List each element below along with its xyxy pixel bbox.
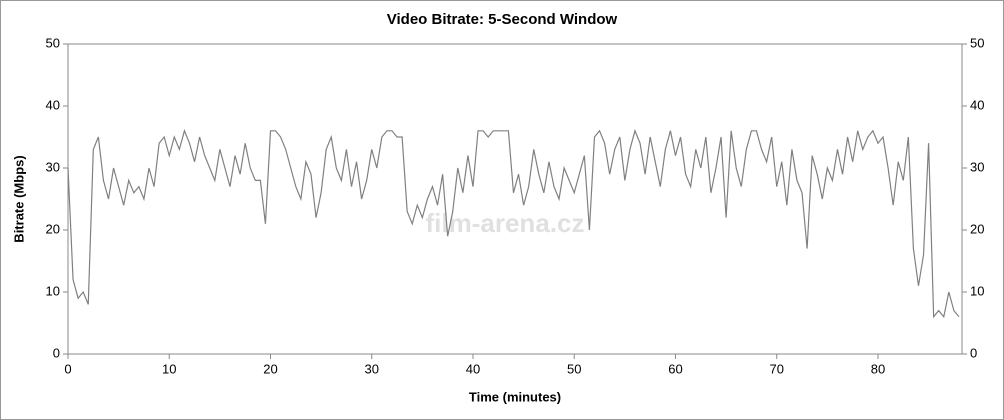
- y2-tick-label: 20: [970, 221, 984, 236]
- chart-title: Video Bitrate: 5-Second Window: [387, 11, 618, 28]
- x-tick-label: 70: [769, 361, 783, 376]
- x-axis-title: Time (minutes): [469, 389, 561, 404]
- y2-tick-label: 10: [970, 283, 984, 298]
- y-tick-label: 20: [46, 221, 60, 236]
- x-tick-label: 0: [64, 361, 71, 376]
- x-tick-label: 80: [871, 361, 885, 376]
- x-tick-label: 50: [567, 361, 581, 376]
- plot-frame: [67, 43, 963, 355]
- y-tick-label: 10: [46, 283, 60, 298]
- y-tick-label: 0: [53, 345, 60, 360]
- y-tick-label: 30: [46, 159, 60, 174]
- x-tick-label: 60: [668, 361, 682, 376]
- y2-tick-label: 30: [970, 159, 984, 174]
- y2-tick-label: 0: [970, 345, 977, 360]
- y-axis-title: Bitrate (Mbps): [11, 155, 26, 242]
- x-tick-label: 10: [162, 361, 176, 376]
- y-tick-label: 40: [46, 97, 60, 112]
- watermark: film-arena.cz: [426, 208, 585, 238]
- x-tick-label: 40: [466, 361, 480, 376]
- y-tick-label: 50: [46, 35, 60, 50]
- y2-tick-label: 40: [970, 97, 984, 112]
- data-line: [67, 128, 960, 319]
- x-tick-label: 30: [365, 361, 379, 376]
- x-tick-label: 20: [263, 361, 277, 376]
- y2-tick-label: 50: [970, 35, 984, 50]
